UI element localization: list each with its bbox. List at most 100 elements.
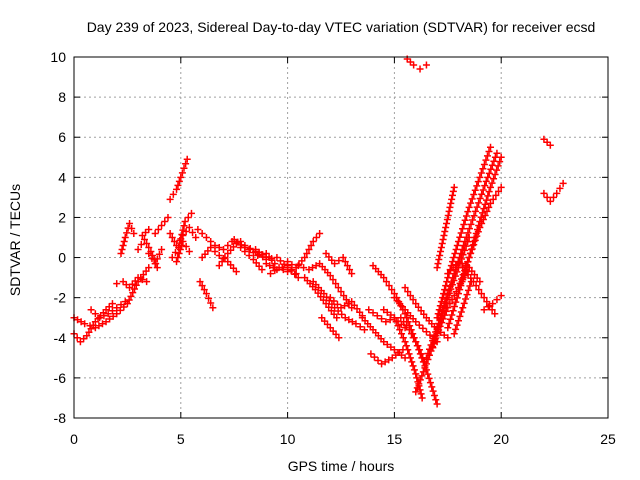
data-point-marker bbox=[276, 257, 284, 265]
data-point bbox=[102, 318, 110, 326]
data-point-marker bbox=[457, 229, 465, 237]
data-point-marker bbox=[431, 336, 439, 344]
data-point bbox=[108, 300, 116, 308]
y-tick-label: 2 bbox=[58, 209, 66, 225]
data-point bbox=[331, 260, 339, 268]
series-t50 bbox=[540, 179, 567, 205]
y-axis-label: SDTVAR / TECUs bbox=[7, 184, 23, 296]
data-point-marker bbox=[440, 290, 448, 298]
data-point-marker bbox=[436, 302, 444, 310]
data-point-marker bbox=[369, 309, 377, 317]
series-t23 bbox=[294, 260, 356, 312]
series-t16 bbox=[215, 240, 266, 274]
data-point-marker bbox=[489, 195, 497, 203]
series-t45 bbox=[444, 258, 484, 286]
data-point-marker bbox=[485, 188, 493, 196]
data-point-marker bbox=[451, 250, 459, 258]
data-point bbox=[444, 324, 452, 332]
data-point-marker bbox=[108, 307, 116, 315]
data-point bbox=[450, 183, 458, 191]
data-point-marker bbox=[438, 240, 446, 248]
data-point bbox=[401, 338, 409, 346]
series-t7 bbox=[138, 213, 172, 239]
data-point bbox=[487, 143, 495, 151]
data-point-marker bbox=[408, 358, 416, 366]
data-point-marker bbox=[153, 255, 161, 263]
data-point bbox=[158, 246, 166, 254]
data-point-marker bbox=[468, 195, 476, 203]
data-point-marker bbox=[418, 372, 426, 380]
data-point-marker bbox=[477, 290, 485, 298]
data-point bbox=[96, 314, 104, 322]
data-point-marker bbox=[382, 278, 390, 286]
data-point-marker bbox=[394, 322, 402, 330]
data-point bbox=[113, 280, 121, 288]
data-point-marker bbox=[388, 286, 396, 294]
data-point-marker bbox=[333, 300, 341, 308]
data-point-marker bbox=[460, 299, 468, 307]
data-point-marker bbox=[467, 199, 475, 207]
data-point-marker bbox=[464, 208, 472, 216]
data-point-marker bbox=[445, 319, 453, 327]
data-point-marker bbox=[117, 301, 125, 309]
data-point-marker bbox=[409, 362, 417, 370]
data-point-marker bbox=[443, 215, 451, 223]
data-point-marker bbox=[453, 242, 461, 250]
data-point-marker bbox=[131, 285, 139, 293]
data-point bbox=[497, 183, 505, 191]
series-t13 bbox=[194, 225, 236, 254]
series-t49 bbox=[540, 135, 554, 149]
data-point-marker bbox=[342, 296, 350, 304]
data-point bbox=[262, 260, 270, 268]
data-point-marker bbox=[413, 384, 421, 392]
data-point-marker bbox=[303, 250, 311, 258]
data-point-marker bbox=[410, 334, 418, 342]
data-point bbox=[546, 141, 554, 149]
data-point bbox=[454, 258, 462, 266]
data-point-marker bbox=[125, 296, 133, 304]
data-point-marker bbox=[300, 264, 308, 272]
data-point bbox=[487, 183, 495, 191]
data-point-marker bbox=[477, 169, 485, 177]
data-point-marker bbox=[271, 267, 279, 275]
data-point-marker bbox=[461, 267, 469, 275]
data-point bbox=[87, 306, 95, 314]
data-point-marker bbox=[356, 308, 364, 316]
data-point-marker bbox=[207, 238, 215, 246]
data-point bbox=[482, 177, 490, 185]
data-points bbox=[70, 55, 567, 408]
data-point-marker bbox=[383, 308, 391, 316]
data-point-marker bbox=[462, 295, 470, 303]
data-point-marker bbox=[434, 310, 442, 318]
data-point bbox=[104, 310, 112, 318]
data-point-marker bbox=[77, 318, 85, 326]
data-point-marker bbox=[441, 286, 449, 294]
data-point bbox=[390, 314, 398, 322]
data-point bbox=[121, 298, 129, 306]
data-point bbox=[459, 264, 467, 272]
data-point-marker bbox=[448, 191, 456, 199]
data-point bbox=[333, 314, 341, 322]
data-point-marker bbox=[471, 186, 479, 194]
data-point-marker bbox=[466, 282, 474, 290]
data-point-marker bbox=[428, 383, 436, 391]
data-point bbox=[211, 242, 219, 250]
data-point bbox=[546, 197, 554, 205]
data-point-marker bbox=[475, 286, 483, 294]
data-point bbox=[305, 266, 313, 274]
data-point-marker bbox=[356, 323, 364, 331]
data-point-marker bbox=[452, 298, 460, 306]
data-point-marker bbox=[468, 245, 476, 253]
data-point bbox=[284, 268, 292, 276]
data-point-marker bbox=[178, 169, 186, 177]
data-point bbox=[158, 221, 166, 229]
data-point bbox=[294, 262, 302, 270]
x-tick-label: 20 bbox=[493, 431, 509, 447]
series-t12 bbox=[173, 238, 193, 266]
data-point-marker bbox=[129, 289, 137, 297]
data-point-marker bbox=[478, 219, 486, 227]
series-t48 bbox=[403, 55, 430, 73]
data-point bbox=[497, 292, 505, 300]
series-t47 bbox=[480, 292, 505, 314]
data-point-marker bbox=[426, 379, 434, 387]
